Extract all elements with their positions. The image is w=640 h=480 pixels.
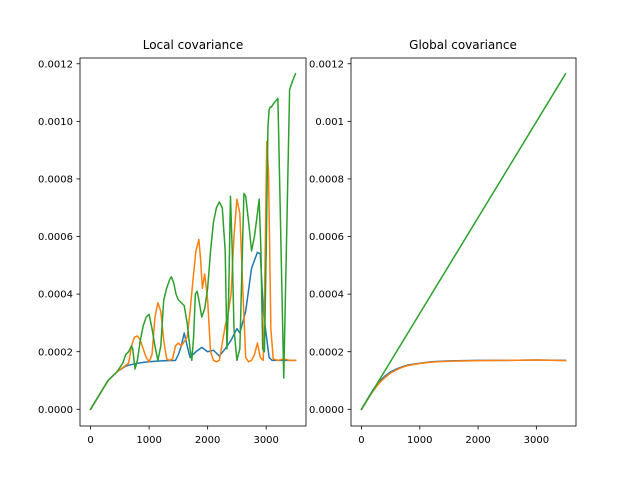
- local-y-tick-label: 0.0004: [38, 290, 73, 301]
- local-y-tick-label: 0.0010: [38, 117, 73, 128]
- global-y-tick-label: 0.0008: [309, 175, 344, 186]
- global-series-layer: [360, 72, 567, 411]
- local-axes-frame: [79, 57, 307, 427]
- global-y-tick-label: 0.001: [315, 117, 344, 128]
- local-series-line-2: [89, 140, 297, 411]
- local-ticks-layer: 0 1000 2000 3000 0.0000 0.0002 0.0004 0.0006 0.0…: [38, 59, 279, 446]
- local-plot-area: [80, 58, 306, 426]
- global-x-tick-label: 1000: [407, 435, 432, 446]
- local-y-tick-label: 0.0000: [38, 405, 73, 416]
- global-y-tick-label: 0.0002: [309, 347, 344, 358]
- local-series-line-3: [89, 72, 297, 411]
- global-series-line-2: [360, 359, 567, 411]
- global-y-tick-label: 0.0006: [309, 232, 344, 243]
- global-y-tick-label: 0.0000: [309, 405, 344, 416]
- local-chart-title: Local covariance: [143, 38, 244, 52]
- global-x-tick-label: 3000: [524, 435, 549, 446]
- local-x-tick-label: 3000: [253, 435, 278, 446]
- local-x-tick-label: 1000: [136, 435, 161, 446]
- local-y-tick-label: 0.0006: [38, 232, 73, 243]
- local-x-tick-label: 0: [87, 435, 93, 446]
- local-y-tick-label: 0.0012: [38, 59, 73, 70]
- local-y-tick-label: 0.0002: [38, 347, 73, 358]
- local-y-tick-label: 0.0008: [38, 175, 73, 186]
- global-x-tick-label: 2000: [465, 435, 490, 446]
- local-covariance-panel: Local covariance 0 1000 2000 3000 0.0000 0.00…: [38, 38, 307, 446]
- global-y-tick-label: 0.0004: [309, 290, 344, 301]
- global-covariance-panel: Global covariance 0 1000 2000 3000 0.0000 0.0…: [309, 38, 577, 446]
- local-x-tick-label: 2000: [195, 435, 220, 446]
- global-y-tick-label: 0.0012: [309, 59, 344, 70]
- local-series-line-1: [89, 251, 297, 411]
- local-series-layer: [89, 72, 297, 411]
- global-x-tick-label: 0: [358, 435, 364, 446]
- global-series-line-3: [360, 72, 567, 411]
- global-chart-title: Global covariance: [409, 38, 517, 52]
- global-axes-frame: [350, 57, 577, 427]
- global-ticks-layer: 0 1000 2000 3000 0.0000 0.0002 0.0004 0.0006 0.0…: [309, 59, 549, 446]
